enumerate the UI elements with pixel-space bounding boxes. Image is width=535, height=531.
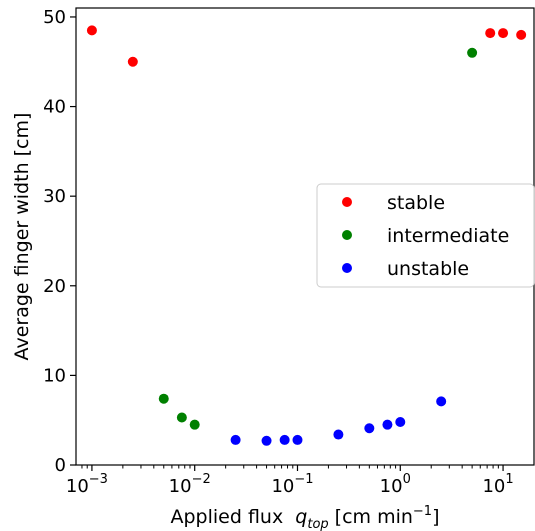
point-unstable <box>395 416 406 427</box>
x-tick-label: 10−3 <box>66 472 108 497</box>
y-tick-label: 20 <box>43 276 66 297</box>
point-intermediate <box>158 393 169 404</box>
x-axis-label-unit-close: ] <box>432 506 439 528</box>
point-stable <box>516 29 527 40</box>
x-tick-label: 10−1 <box>271 472 313 497</box>
y-tick-label: 10 <box>43 365 66 386</box>
y-tick-label: 0 <box>55 455 66 476</box>
point-unstable <box>333 429 344 440</box>
x-tick-label: 100 <box>380 472 411 497</box>
x-axis-label-text: Applied flux <box>171 506 284 528</box>
x-axis-label: Applied flux qtop [cm min−1] <box>171 504 440 531</box>
y-tick-label: 50 <box>43 7 66 28</box>
point-unstable <box>261 435 272 446</box>
x-axis-label-unit-exponent: −1 <box>413 504 432 519</box>
y-tick-label: 30 <box>43 186 66 207</box>
legend-marker-stable <box>342 197 352 207</box>
point-stable <box>498 28 509 39</box>
point-unstable <box>292 434 303 445</box>
x-axis-label-subscript: top <box>307 517 328 531</box>
x-axis-label-unit: [cm min <box>335 506 413 528</box>
legend-label-unstable: unstable <box>387 258 469 280</box>
point-intermediate <box>176 412 187 423</box>
y-tick-label: 40 <box>43 97 66 118</box>
y-axis-label: Average finger width [cm] <box>11 113 33 361</box>
data-points <box>86 25 527 446</box>
point-intermediate <box>189 419 200 430</box>
x-tick-label: 10−2 <box>169 472 211 497</box>
legend-marker-intermediate <box>342 230 352 240</box>
point-stable <box>86 25 97 36</box>
point-unstable <box>382 419 393 430</box>
point-stable <box>485 28 496 39</box>
point-stable <box>127 56 138 67</box>
x-axis-label-symbol: q <box>295 506 307 528</box>
point-intermediate <box>467 47 478 58</box>
legend: stable intermediate unstable <box>316 183 535 288</box>
point-unstable <box>364 423 375 434</box>
legend-marker-unstable <box>342 263 352 273</box>
point-unstable <box>436 396 447 407</box>
x-tick-label: 101 <box>482 472 513 497</box>
point-unstable <box>230 434 241 445</box>
legend-label-intermediate: intermediate <box>387 225 509 247</box>
legend-label-stable: stable <box>387 192 445 214</box>
legend-box <box>316 183 535 288</box>
point-unstable <box>279 434 290 445</box>
